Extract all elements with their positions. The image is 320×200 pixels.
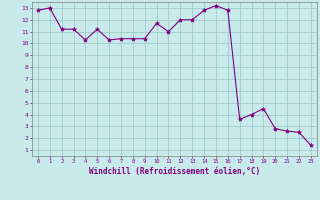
X-axis label: Windchill (Refroidissement éolien,°C): Windchill (Refroidissement éolien,°C): [89, 167, 260, 176]
